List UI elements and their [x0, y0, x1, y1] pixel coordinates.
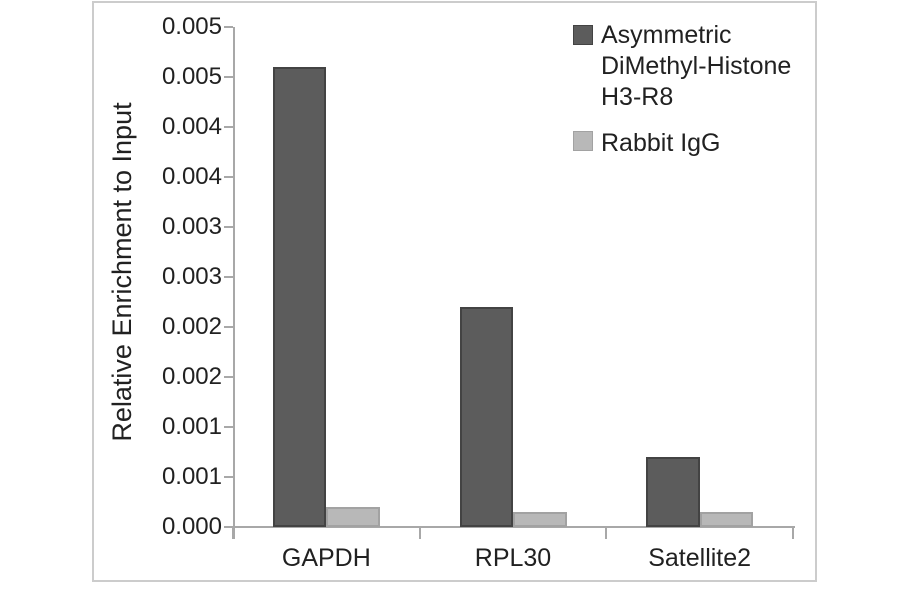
x-tick: [418, 527, 421, 539]
y-axis-line: [233, 27, 235, 539]
x-axis-line: [233, 526, 795, 528]
y-tick: [224, 326, 233, 328]
bar-h3r8-satellite2: [646, 457, 700, 527]
y-tick-label: 0.003: [161, 213, 222, 240]
y-tick-label: 0.002: [161, 313, 222, 340]
y-tick-label: 0.002: [161, 363, 222, 390]
y-tick-label: 0.000: [161, 513, 222, 540]
legend-label-rabbit-igg: Rabbit IgG: [601, 128, 831, 159]
x-axis-label-satellite2: Satellite2: [648, 544, 752, 572]
y-tick: [224, 26, 233, 28]
y-tick-label: 0.005: [161, 13, 222, 40]
y-tick: [224, 376, 233, 378]
y-tick-label: 0.004: [161, 113, 222, 140]
bar-igg-gapdh: [326, 507, 380, 527]
y-tick-label: 0.003: [161, 263, 222, 290]
y-tick: [224, 426, 233, 428]
legend-line: DiMethyl-Histone: [601, 52, 792, 80]
bar-igg-rpl30: [513, 512, 567, 527]
legend-line: H3-R8: [601, 83, 674, 111]
bar-igg-satellite2: [699, 512, 754, 527]
legend-line: Asymmetric: [601, 21, 732, 49]
legend-swatch-rabbit-igg: [573, 131, 593, 151]
legend-label-asymmetric-dimethyl-histone-h3-r8: Asymmetric DiMethyl-Histone H3-R8: [601, 20, 831, 113]
legend-swatch-asymmetric-dimethyl-histone-h3-r8: [573, 25, 593, 45]
y-tick: [224, 126, 233, 128]
x-tick: [792, 527, 794, 539]
y-tick: [224, 76, 233, 78]
x-axis-label-rpl30: RPL30: [474, 544, 552, 572]
x-tick: [232, 527, 234, 539]
y-tick-label: 0.005: [161, 63, 222, 90]
y-tick: [224, 276, 233, 278]
y-tick-label: 0.001: [161, 413, 222, 440]
y-tick: [224, 176, 233, 178]
x-axis-label-gapdh: GAPDH: [281, 544, 371, 572]
y-tick-label: 0.004: [161, 163, 222, 190]
y-tick: [224, 226, 233, 228]
bar-h3r8-rpl30: [459, 307, 513, 527]
y-tick-label: 0.001: [161, 463, 222, 490]
y-tick: [224, 476, 233, 478]
bar-h3r8-gapdh: [272, 67, 327, 527]
y-tick: [224, 526, 233, 528]
x-tick: [605, 527, 608, 539]
legend-line: Rabbit IgG: [601, 129, 721, 157]
